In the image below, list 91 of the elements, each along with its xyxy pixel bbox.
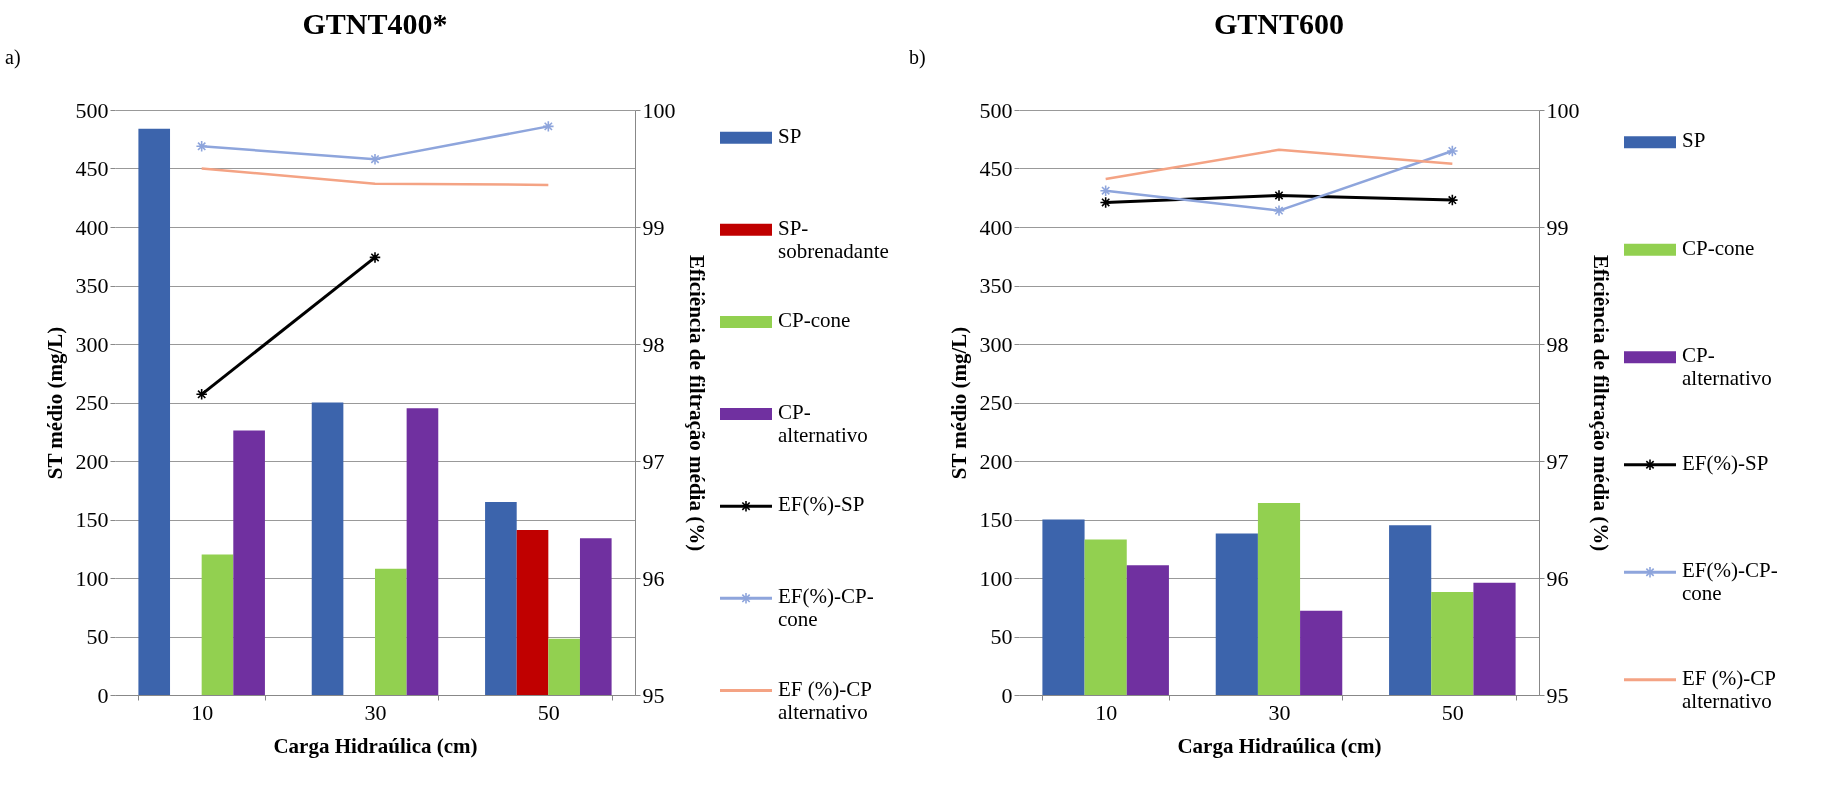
bar bbox=[485, 501, 517, 695]
point bbox=[1099, 196, 1112, 209]
bar bbox=[406, 408, 439, 695]
y2-tick-label: 99 bbox=[1546, 214, 1569, 240]
y2-tick-label: 96 bbox=[642, 565, 665, 591]
x-tick-label: 10 bbox=[1095, 699, 1118, 725]
y2-tick-label: 100 bbox=[1546, 97, 1580, 123]
x-tick-label: 30 bbox=[1268, 699, 1291, 725]
y-tick-label: 200 bbox=[979, 448, 1013, 474]
y-tick-label: 50 bbox=[86, 624, 109, 649]
legend-label: EF (%)-CP alternativo bbox=[1682, 665, 1776, 713]
bar bbox=[1473, 582, 1516, 695]
x-tick-label: 50 bbox=[537, 699, 560, 725]
y-tick-label: 250 bbox=[979, 390, 1013, 415]
bar bbox=[1042, 519, 1085, 695]
bar bbox=[375, 568, 407, 695]
bar bbox=[1215, 533, 1258, 695]
bar bbox=[1126, 565, 1169, 695]
y-tick-label: 350 bbox=[75, 273, 109, 298]
bar bbox=[311, 402, 344, 695]
y-tick-label: 450 bbox=[75, 156, 109, 181]
x-tick-label: 30 bbox=[364, 699, 387, 725]
y-tick-label: 500 bbox=[75, 97, 109, 123]
y-tick-label: 100 bbox=[75, 565, 109, 591]
bar bbox=[1389, 525, 1432, 695]
y2-tick-label: 98 bbox=[642, 331, 665, 357]
legend-label: EF(%)-SP bbox=[778, 492, 865, 517]
y-tick-label: 300 bbox=[75, 331, 109, 357]
point bbox=[195, 388, 208, 401]
y-tick-label: 100 bbox=[979, 565, 1013, 591]
bar bbox=[548, 638, 580, 695]
y2-tick-label: 100 bbox=[642, 97, 676, 123]
y-tick-label: 200 bbox=[75, 448, 109, 474]
point bbox=[1272, 204, 1286, 217]
y-axis-title: ST médio (mg/L) bbox=[946, 326, 971, 480]
y2-axis-title: Eficiência de filtração média (%) bbox=[1588, 254, 1613, 552]
point bbox=[1272, 189, 1286, 202]
y-tick-label: 500 bbox=[979, 97, 1013, 123]
point bbox=[368, 153, 382, 166]
y-tick-label: 400 bbox=[75, 214, 109, 240]
bar bbox=[233, 430, 265, 695]
legend-label: SP-sobrenadante bbox=[778, 215, 889, 263]
y2-tick-label: 95 bbox=[1546, 682, 1569, 708]
legend-label: SP bbox=[1682, 128, 1706, 153]
y-axis-title: ST médio (mg/L) bbox=[42, 326, 67, 480]
legend-label: EF(%)-SP bbox=[1682, 450, 1769, 475]
bar bbox=[579, 538, 612, 695]
y2-axis-title: Eficiência de filtração média (%) bbox=[684, 254, 709, 552]
y-tick-label: 400 bbox=[979, 214, 1013, 240]
point bbox=[195, 140, 208, 153]
y2-tick-label: 97 bbox=[642, 448, 665, 474]
y-tick-label: 350 bbox=[979, 273, 1013, 298]
x-axis-title: Carga Hidraúlica (cm) bbox=[273, 733, 478, 758]
text: a) bbox=[5, 46, 21, 69]
y-tick-label: 0 bbox=[97, 682, 109, 708]
y-tick-label: 0 bbox=[1001, 682, 1013, 708]
point bbox=[542, 120, 555, 133]
y-tick-label: 250 bbox=[75, 390, 109, 415]
bar bbox=[138, 128, 171, 695]
legend-label: SP bbox=[778, 123, 802, 148]
x-tick-label: 10 bbox=[191, 699, 214, 725]
point bbox=[368, 251, 382, 264]
y2-tick-label: 95 bbox=[642, 682, 665, 708]
legend-label: EF (%)-CP alternativo bbox=[778, 676, 872, 724]
x-tick-label: 50 bbox=[1441, 699, 1464, 725]
legend-label: CP-cone bbox=[1682, 235, 1755, 260]
legend-label: CP-alternativo bbox=[778, 400, 868, 448]
bar bbox=[1084, 539, 1127, 695]
y-tick-label: 450 bbox=[979, 156, 1013, 181]
y2-tick-label: 96 bbox=[1546, 565, 1569, 591]
legend-label: EF(%)-CP-cone bbox=[1682, 558, 1778, 606]
y-tick-label: 300 bbox=[979, 331, 1013, 357]
legend-label: CP-cone bbox=[778, 307, 851, 332]
y2-tick-label: 97 bbox=[1546, 448, 1569, 474]
bar bbox=[1431, 592, 1474, 695]
y-tick-label: 150 bbox=[75, 507, 109, 532]
bar bbox=[1257, 503, 1301, 695]
y-tick-label: 50 bbox=[990, 624, 1013, 649]
x-axis-title: Carga Hidraúlica (cm) bbox=[1177, 733, 1382, 758]
legend-label: EF(%)-CP-cone bbox=[778, 584, 874, 632]
text: b) bbox=[909, 46, 926, 69]
bar bbox=[1300, 610, 1343, 695]
y-tick-label: 150 bbox=[979, 507, 1013, 532]
point bbox=[1446, 144, 1459, 157]
bar bbox=[516, 530, 549, 695]
chart-title: GTNT400* bbox=[302, 7, 448, 40]
bar bbox=[201, 554, 234, 695]
y2-tick-label: 98 bbox=[1546, 331, 1569, 357]
legend-label: CP-alternativo bbox=[1682, 343, 1772, 391]
y2-tick-label: 99 bbox=[642, 214, 665, 240]
chart-title: GTNT600 bbox=[1213, 7, 1345, 40]
